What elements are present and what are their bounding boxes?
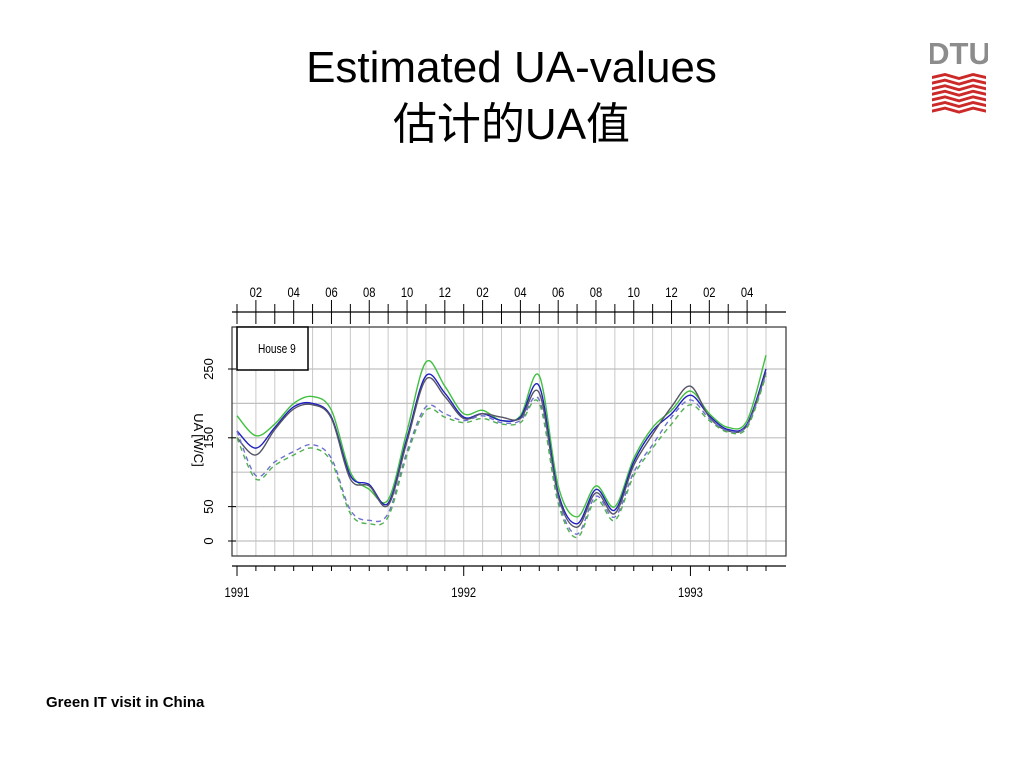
footer-text: Green IT visit in China: [46, 694, 205, 711]
logo-wave-stripe: [932, 95, 986, 103]
month-tick-label: 12: [665, 285, 677, 300]
panel-label-box: [236, 326, 309, 371]
y-tick-label: 50: [201, 499, 216, 513]
logo-wave-stripe: [932, 73, 986, 80]
dtu-logo-text: DTU: [930, 36, 988, 71]
logo-wave-stripe: [932, 106, 986, 114]
logo-wave-stripe: [932, 78, 986, 86]
plot-frame: [231, 326, 787, 557]
month-tick-label: 10: [628, 285, 640, 300]
year-tick-label: 1991: [225, 585, 250, 600]
month-tick-label: 04: [741, 285, 753, 300]
month-tick-label: 04: [287, 285, 299, 300]
dtu-logo-waves: [932, 73, 986, 114]
y-tick-label: 150: [201, 427, 216, 449]
logo-wave-stripe: [932, 89, 986, 97]
y-tick-label: 250: [201, 358, 216, 380]
month-tick-label: 12: [439, 285, 451, 300]
slide-title-chinese: 估计的UA值: [392, 100, 631, 149]
year-tick-label: 1993: [678, 585, 703, 600]
logo-wave-stripe: [932, 101, 986, 108]
series-line: [236, 375, 767, 539]
series-line: [236, 368, 767, 525]
month-tick-label: 06: [552, 285, 564, 300]
logo-wave-stripe: [932, 84, 986, 92]
dtu-logo: DTU: [930, 36, 988, 114]
month-tick-label: 10: [401, 285, 413, 300]
month-tick-label: 04: [514, 285, 526, 300]
chart-series-group: [236, 355, 767, 539]
month-tick-label: 02: [250, 285, 262, 300]
series-line: [236, 374, 767, 535]
month-tick-label: 08: [363, 285, 375, 300]
slide-title: Estimated UA-values: [306, 43, 717, 92]
month-tick-label: 06: [325, 285, 337, 300]
month-tick-label: 02: [703, 285, 715, 300]
y-axis-label: UA [W/C]: [191, 413, 206, 466]
month-tick-label: 08: [590, 285, 602, 300]
y-tick-label: 0: [201, 537, 216, 544]
chart-grid: [232, 327, 786, 556]
month-tick-label: 02: [476, 285, 488, 300]
panel-label: House 9: [258, 342, 296, 356]
year-tick-label: 1992: [451, 585, 476, 600]
chart-frame: [228, 300, 787, 576]
chart-labels: 02 04 06 08 10 12 02 04 06 08 10 12 02 04 1991 1992 1993…: [201, 285, 753, 600]
series-line: [236, 372, 767, 528]
